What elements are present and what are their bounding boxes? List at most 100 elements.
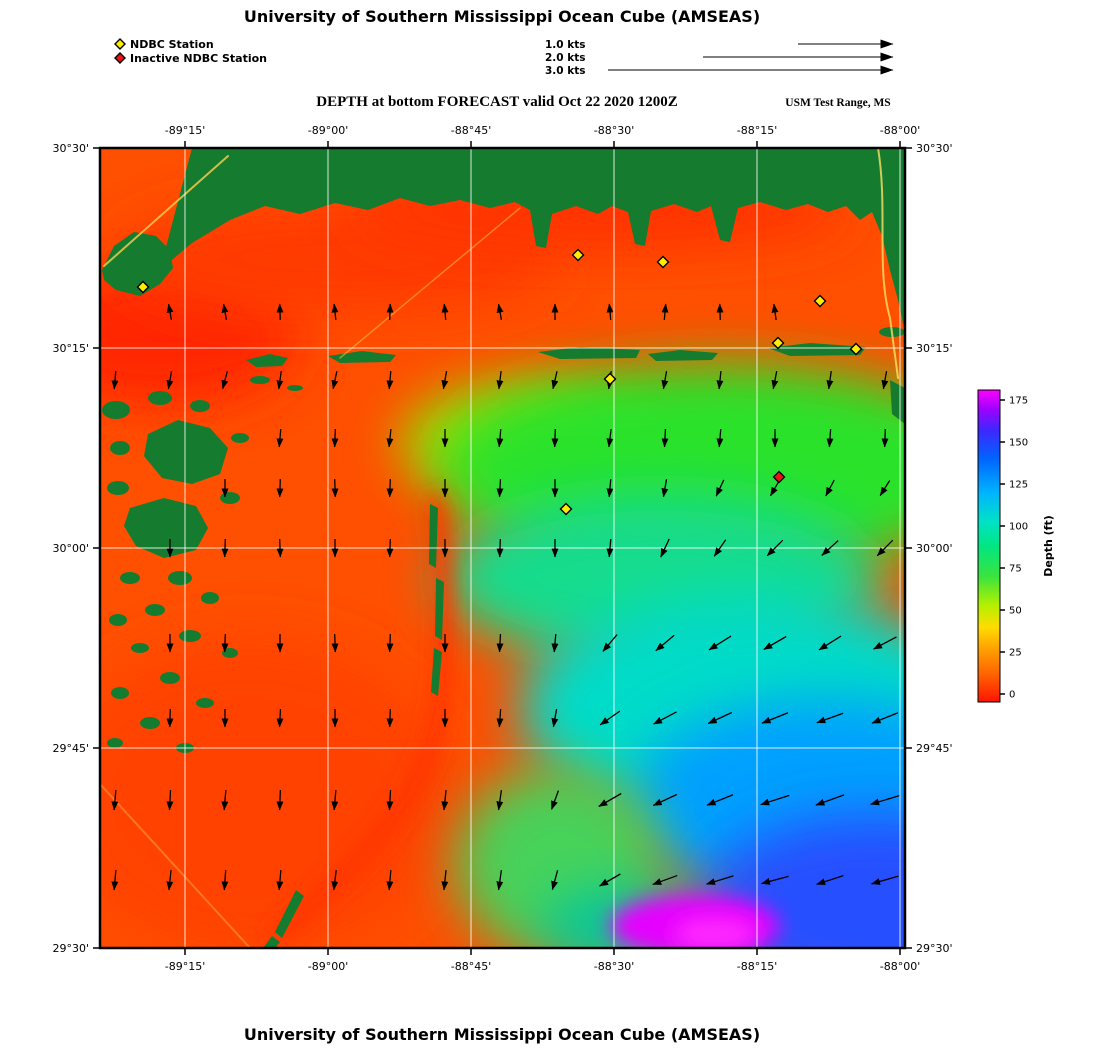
- current-arrow: [760, 875, 789, 885]
- colorbar-tick-label: 150: [1009, 438, 1028, 449]
- scale-row-label: 3.0 kts: [545, 65, 586, 77]
- page-title: University of Southern Mississippi Ocean…: [244, 7, 760, 26]
- longitude-tick-label: -88°45': [451, 124, 492, 137]
- ndbc-station-label: NDBC Station: [130, 38, 214, 51]
- current-arrow: [386, 538, 394, 558]
- current-arrow: [276, 478, 284, 498]
- range-label: USM Test Range, MS: [785, 97, 890, 109]
- current-arrow: [386, 708, 394, 728]
- current-arrow: [652, 874, 678, 886]
- current-arrow: [441, 303, 449, 321]
- scale-row-label: 1.0 kts: [545, 39, 586, 51]
- ndbc-station-marker: [849, 342, 863, 356]
- current-arrow: [331, 869, 339, 891]
- latitude-tick-label: 29°30': [916, 942, 953, 955]
- current-arrow: [441, 869, 449, 891]
- current-arrow: [441, 789, 449, 811]
- depth-colorbar: 0 25 50 75 100 125 150 175: [977, 389, 1028, 703]
- colorbar-tick-label: 25: [1009, 648, 1022, 659]
- current-arrow: [276, 789, 284, 811]
- current-arrow: [331, 428, 339, 448]
- current-arrow: [606, 478, 614, 498]
- current-arrow: [276, 370, 284, 390]
- colorbar-tick-label: 100: [1009, 522, 1028, 533]
- current-arrow: [653, 711, 677, 725]
- current-arrow: [881, 428, 889, 448]
- longitude-tick-label: -89°00': [308, 124, 349, 137]
- current-arrow: [496, 370, 504, 390]
- colorbar-tick-label: 175: [1009, 396, 1028, 407]
- current-arrow: [496, 303, 504, 320]
- current-arrow: [386, 478, 394, 498]
- current-arrow: [276, 708, 284, 728]
- current-arrow: [707, 711, 733, 725]
- current-arrow: [276, 428, 284, 448]
- current-arrow: [606, 538, 614, 558]
- ndbc-station-marker: [571, 248, 585, 262]
- inactive-ndbc-station-marker: [772, 470, 786, 484]
- current-arrow: [551, 709, 559, 728]
- map-frame: [98, 146, 907, 950]
- latitude-tick-label: 30°30': [916, 142, 953, 155]
- current-arrow: [716, 428, 724, 448]
- longitude-tick-label: -89°15': [165, 124, 206, 137]
- current-arrow: [661, 428, 669, 448]
- current-arrow: [708, 635, 732, 651]
- current-arrow: [551, 633, 559, 653]
- latitude-tick-label: 30°00': [916, 542, 953, 555]
- current-arrow: [816, 875, 844, 886]
- chandeleur-islands: [263, 504, 444, 948]
- axis-labels: -89°15' -89°15' -89°00' -89°00' -88°45' -88°4…: [52, 124, 952, 973]
- current-arrow: [496, 870, 504, 891]
- current-arrow: [551, 371, 559, 390]
- current-arrow: [496, 538, 504, 558]
- current-arrow: [716, 370, 724, 390]
- current-arrow: [706, 794, 734, 806]
- current-arrow: [331, 478, 339, 498]
- mainland-coast: [160, 148, 905, 333]
- current-arrow: [606, 303, 614, 321]
- longitude-tick-label: -88°00': [880, 124, 921, 137]
- channel-lines: [100, 148, 899, 948]
- current-arrow: [111, 370, 119, 390]
- ndbc-station-marker: [771, 336, 785, 350]
- current-arrow: [760, 794, 790, 806]
- current-arrow: [763, 635, 787, 651]
- current-arrow: [818, 635, 842, 651]
- current-arrow: [386, 303, 394, 321]
- current-arrow: [606, 428, 614, 448]
- current-arrow: [816, 712, 844, 724]
- current-arrow: [660, 538, 670, 558]
- current-arrow: [331, 371, 339, 390]
- barrier-island-cat: [246, 354, 288, 367]
- current-arrow: [771, 371, 779, 390]
- current-arrow: [276, 538, 284, 558]
- current-arrow: [166, 789, 174, 811]
- current-arrow: [111, 869, 119, 891]
- current-arrow: [599, 873, 621, 887]
- current-arrow: [386, 869, 394, 891]
- latitude-tick-label: 30°30': [52, 142, 89, 155]
- current-arrow: [386, 428, 394, 448]
- current-arrow: [881, 371, 889, 390]
- longitude-tick-label: -88°15': [737, 960, 778, 973]
- colorbar-tick-label: 75: [1009, 564, 1022, 575]
- current-arrow: [870, 794, 900, 806]
- current-arrow: [441, 371, 449, 390]
- current-arrow: [716, 303, 724, 321]
- colorbar-ticks: 0 25 50 75 100 125 150 175: [1000, 396, 1028, 701]
- current-arrow: [598, 792, 622, 808]
- current-arrow: [496, 790, 504, 811]
- current-arrow: [873, 636, 897, 650]
- colorbar-tick-label: 125: [1009, 480, 1028, 491]
- latitude-tick-label: 30°15': [52, 342, 89, 355]
- longitude-tick-label: -88°45': [451, 960, 492, 973]
- current-arrow: [221, 633, 229, 653]
- current-arrow: [815, 794, 845, 806]
- current-arrow: [386, 789, 394, 811]
- current-arrow: [496, 708, 504, 728]
- current-arrow: [871, 712, 899, 724]
- current-arrow: [331, 303, 339, 321]
